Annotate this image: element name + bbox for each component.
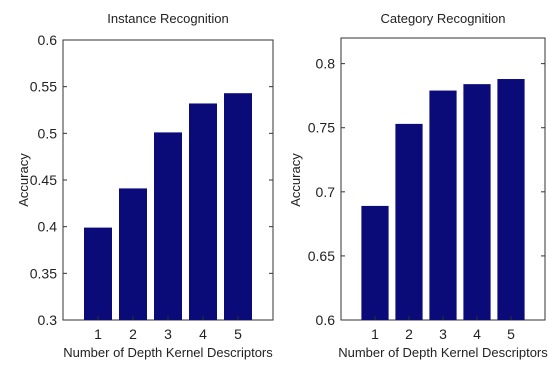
y-tick-label: 0.6 — [316, 312, 336, 328]
x-tick-label: 5 — [234, 326, 242, 342]
y-tick-label: 0.6 — [38, 32, 58, 48]
x-axis-label: Number of Depth Kernel Descriptors — [63, 345, 273, 360]
bars-group — [361, 79, 525, 321]
y-ticks-group: 0.6 0.65 0.7 0.75 0.8 — [308, 56, 545, 328]
chart-title: Instance Recognition — [107, 11, 228, 26]
chart-category-recognition: Category Recognition Accuracy Number of … — [288, 11, 548, 360]
bar — [395, 123, 423, 320]
x-tick-label: 2 — [405, 326, 413, 342]
x-ticks-group: 1 2 3 4 5 — [94, 316, 242, 342]
bar — [463, 84, 491, 321]
x-axis-label: Number of Depth Kernel Descriptors — [338, 345, 548, 360]
y-tick-label: 0.45 — [30, 172, 57, 188]
x-tick-label: 4 — [473, 326, 481, 342]
bar — [119, 188, 147, 320]
y-tick-label: 0.4 — [38, 219, 58, 235]
bar — [189, 103, 217, 320]
x-tick-label: 3 — [164, 326, 172, 342]
y-tick-label: 0.5 — [38, 125, 58, 141]
y-tick-label: 0.7 — [316, 184, 336, 200]
x-ticks-group: 1 2 3 4 5 — [371, 316, 515, 342]
y-axis-label: Accuracy — [288, 153, 303, 207]
bar — [361, 205, 389, 320]
bar — [429, 90, 457, 321]
y-tick-label: 0.65 — [308, 248, 335, 264]
bar — [84, 227, 112, 320]
chart-instance-recognition: Instance Recognition Accuracy Number of … — [16, 11, 274, 360]
y-tick-label: 0.75 — [308, 120, 335, 136]
bar — [224, 93, 252, 320]
x-tick-label: 5 — [507, 326, 515, 342]
x-tick-label: 4 — [199, 326, 207, 342]
y-tick-label: 0.3 — [38, 312, 58, 328]
bar — [497, 79, 525, 320]
y-ticks-group: 0.3 0.35 0.4 0.45 0.5 0.55 0.6 — [30, 32, 273, 328]
y-tick-label: 0.8 — [316, 56, 336, 72]
chart-title: Category Recognition — [380, 11, 505, 26]
bar — [154, 132, 182, 320]
y-tick-label: 0.55 — [30, 79, 57, 95]
x-tick-label: 1 — [371, 326, 379, 342]
x-tick-label: 3 — [439, 326, 447, 342]
y-axis-label: Accuracy — [16, 153, 31, 207]
x-tick-label: 2 — [129, 326, 137, 342]
x-tick-label: 1 — [94, 326, 102, 342]
y-tick-label: 0.35 — [30, 265, 57, 281]
bars-group — [84, 93, 252, 320]
